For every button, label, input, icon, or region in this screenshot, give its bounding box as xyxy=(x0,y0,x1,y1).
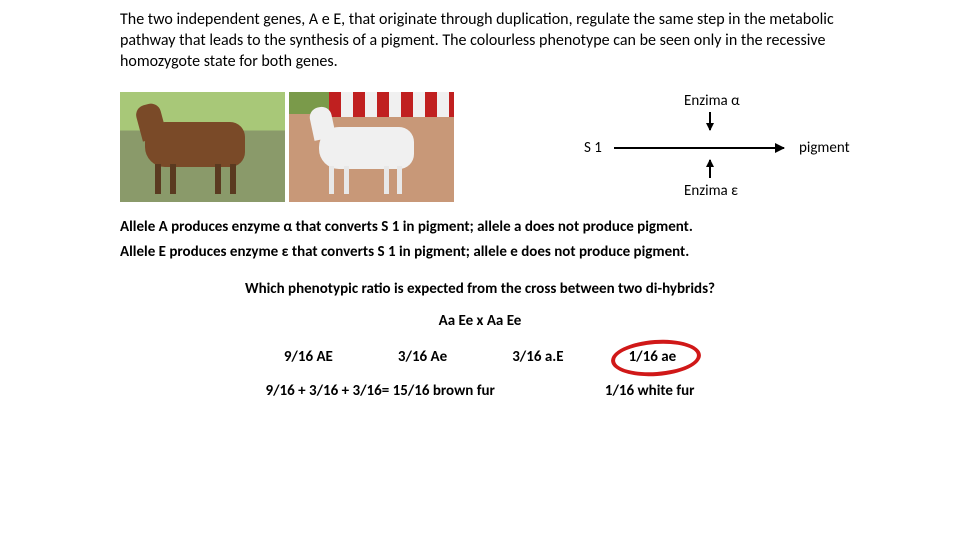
allele-e-text: Allele E produces enzyme ε that converts… xyxy=(120,242,840,262)
arrow-up-icon xyxy=(709,160,711,178)
highlight-circle-icon xyxy=(609,337,701,379)
cross-text: Aa Ee x Aa Ee xyxy=(20,312,940,330)
middle-row: Enzima α S 1 pigment Enzima ε xyxy=(120,92,840,202)
arrow-right-icon xyxy=(614,147,784,149)
enzyme-alpha-label: Enzima α xyxy=(684,92,740,110)
arrow-down-icon xyxy=(709,112,711,130)
enzyme-epsilon-label: Enzima ε xyxy=(684,182,738,200)
horse-images xyxy=(120,92,454,202)
white-horse-image xyxy=(289,92,454,202)
ratio-Ae: 3/16 Ae xyxy=(398,348,447,366)
ratio-aE: 3/16 a.E xyxy=(512,348,563,366)
allele-a-text: Allele A produces enzyme α that converts… xyxy=(120,217,840,237)
conclusion-row: 9/16 + 3/16 + 3/16= 15/16 brown fur 1/16… xyxy=(20,382,940,400)
ratio-ae: 1/16 ae xyxy=(629,348,677,366)
ratio-AE: 9/16 AE xyxy=(284,348,333,366)
pathway-diagram: Enzima α S 1 pigment Enzima ε xyxy=(574,92,840,202)
question-text: Which phenotypic ratio is expected from … xyxy=(20,280,940,298)
brown-fur-conclusion: 9/16 + 3/16 + 3/16= 15/16 brown fur xyxy=(265,382,494,400)
substrate-label: S 1 xyxy=(584,139,602,157)
brown-horse-image xyxy=(120,92,285,202)
intro-paragraph: The two independent genes, A e E, that o… xyxy=(120,10,840,72)
white-fur-conclusion: 1/16 white fur xyxy=(605,382,695,400)
phenotype-ratios: 9/16 AE 3/16 Ae 3/16 a.E 1/16 ae xyxy=(20,348,940,366)
product-label: pigment xyxy=(799,139,850,157)
